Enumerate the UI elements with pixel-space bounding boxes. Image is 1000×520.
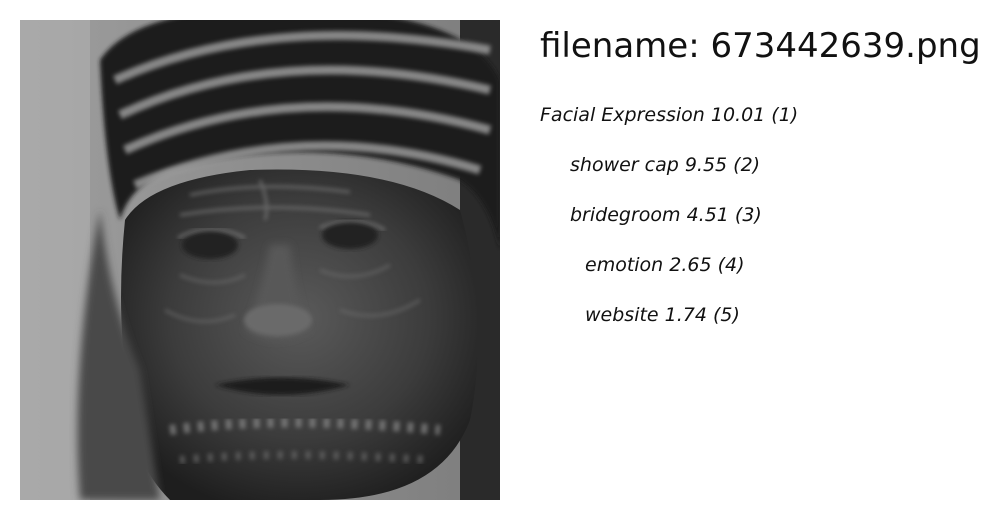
face-photo — [20, 20, 500, 500]
prediction-label-5: website 1.74 (5) — [585, 304, 740, 326]
prediction-label-1: Facial Expression 10.01 (1) — [540, 104, 799, 126]
prediction-label-3: bridegroom 4.51 (3) — [570, 204, 762, 226]
face-photo-graphic — [20, 20, 500, 500]
prediction-label-2: shower cap 9.55 (2) — [570, 154, 761, 176]
prediction-label-4: emotion 2.65 (4) — [585, 254, 745, 276]
filename-title: filename: 673442639.png — [540, 26, 981, 66]
